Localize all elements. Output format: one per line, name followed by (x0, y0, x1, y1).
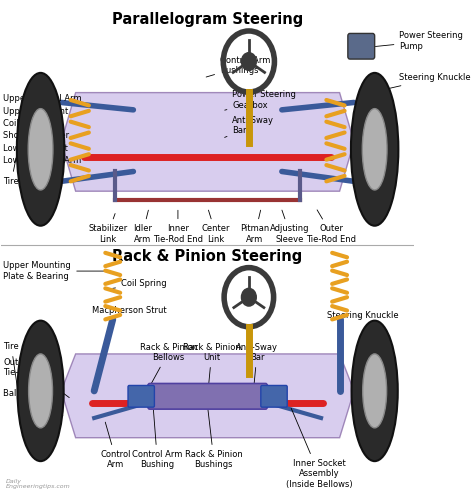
Text: Coil Spring: Coil Spring (113, 279, 167, 288)
Text: Macpherson Strut: Macpherson Strut (92, 306, 167, 318)
Text: Anti-Sway
Bar: Anti-Sway Bar (225, 116, 274, 137)
Text: Outer
Tie-Rod End: Outer Tie-Rod End (3, 358, 69, 397)
Text: Rack & Pinion Steering: Rack & Pinion Steering (112, 249, 303, 264)
Text: Steering Knuckle: Steering Knuckle (327, 311, 398, 320)
Ellipse shape (363, 354, 387, 428)
Text: Steering Knuckle: Steering Knuckle (363, 73, 471, 95)
Text: Control Arm
Bushings: Control Arm Bushings (206, 56, 270, 77)
Ellipse shape (28, 354, 53, 428)
Ellipse shape (18, 321, 64, 461)
Text: Control
Arm: Control Arm (101, 422, 131, 470)
Text: Control Arm
Bushing: Control Arm Bushing (132, 409, 182, 470)
FancyBboxPatch shape (128, 385, 155, 407)
Text: Center
Link: Center Link (201, 210, 230, 244)
Text: Parallelogram Steering: Parallelogram Steering (112, 12, 303, 27)
Text: Power Steering
Pump: Power Steering Pump (375, 31, 463, 50)
Text: Ball Joint: Ball Joint (3, 389, 63, 415)
Text: Anti-Sway
Bar: Anti-Sway Bar (236, 343, 278, 393)
FancyBboxPatch shape (148, 383, 267, 409)
Ellipse shape (17, 73, 64, 226)
Ellipse shape (362, 109, 387, 190)
Text: Lower Ball Joint: Lower Ball Joint (3, 144, 68, 153)
Text: Upper Control Arm: Upper Control Arm (3, 94, 82, 103)
Text: Daily
Engineeringtips.com: Daily Engineeringtips.com (6, 479, 70, 490)
Text: Rack & Pinion
Bushings: Rack & Pinion Bushings (185, 409, 243, 470)
Ellipse shape (351, 73, 398, 226)
Text: Power Steering
Gearbox: Power Steering Gearbox (225, 90, 296, 110)
Text: Stabilizer
Link: Stabilizer Link (88, 214, 128, 244)
Text: Rack & Pinion
Unit: Rack & Pinion Unit (183, 343, 241, 393)
Text: Outer
Tie-Rod End: Outer Tie-Rod End (306, 210, 356, 244)
Text: Tire: Tire (3, 342, 19, 388)
Circle shape (241, 53, 256, 70)
Text: Shock Absorber: Shock Absorber (3, 131, 70, 140)
Polygon shape (61, 354, 354, 438)
Text: Upper Mounting
Plate & Bearing: Upper Mounting Plate & Bearing (3, 261, 105, 281)
Text: Inner
Tie-Rod End: Inner Tie-Rod End (153, 210, 203, 244)
Ellipse shape (28, 109, 53, 190)
Ellipse shape (352, 321, 398, 461)
Polygon shape (61, 93, 354, 191)
Text: Adjusting
Sleeve: Adjusting Sleeve (270, 210, 310, 244)
Text: Upper Ball Joint: Upper Ball Joint (3, 107, 69, 116)
FancyBboxPatch shape (348, 33, 374, 59)
Text: Lower Control Arm: Lower Control Arm (3, 156, 82, 169)
Text: Rack & Pinion
Bellows: Rack & Pinion Bellows (139, 343, 197, 387)
FancyBboxPatch shape (261, 385, 287, 407)
Text: Tire: Tire (3, 152, 19, 186)
Circle shape (241, 288, 256, 306)
Text: Coil Spring: Coil Spring (3, 119, 58, 128)
Text: Pitman
Arm: Pitman Arm (240, 210, 270, 244)
Text: Inner Socket
Assembly
(Inside Bellows): Inner Socket Assembly (Inside Bellows) (286, 408, 352, 489)
Text: Idler
Arm: Idler Arm (133, 210, 152, 244)
